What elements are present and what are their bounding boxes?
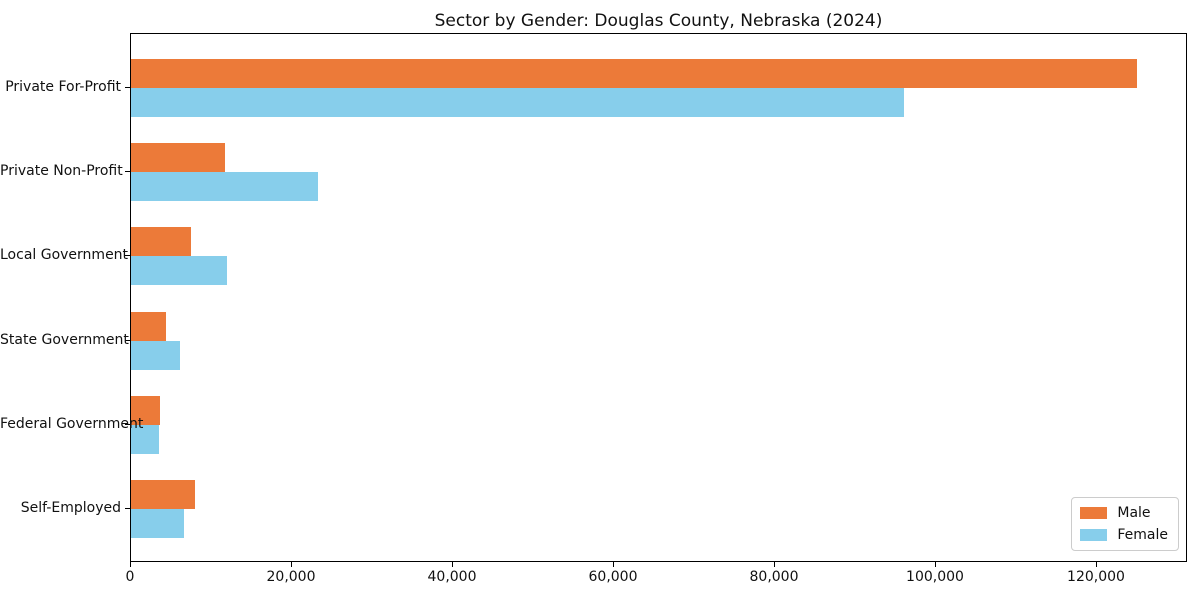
y-tick-label: Private For-Profit [5,79,121,95]
male-color-swatch [1080,507,1108,519]
y-tick-mark [125,87,130,88]
bar-male-4 [131,311,167,341]
x-tick-label: 100,000 [906,569,964,585]
y-tick-mark [125,339,130,341]
bar-male-2 [131,143,226,173]
x-tick-mark [452,562,453,567]
bar-male-1 [131,59,1138,88]
x-tick-mark [130,562,131,567]
bar-female-5 [131,424,160,454]
y-tick-mark [125,171,130,173]
bar-female-3 [131,256,227,286]
legend-label-female: Female [1117,527,1168,543]
bar-male-6 [131,480,195,509]
y-tick-label: Federal Government [0,415,144,432]
x-tick-label: 80,000 [749,569,799,585]
y-tick-mark [125,423,130,425]
y-tick-label: Local Government [0,247,129,264]
y-tick-label: Self-Employed [20,500,121,516]
x-tick-label: 120,000 [1067,569,1125,585]
y-tick-label: State Government [0,331,129,348]
bar-female-2 [131,172,318,202]
x-tick-label: 0 [125,569,135,585]
legend: Male Female [1071,497,1179,551]
x-tick-mark [291,562,292,567]
x-tick-label: 60,000 [588,569,638,585]
female-color-swatch [1080,529,1108,541]
chart-title: Sector by Gender: Douglas County, Nebras… [434,11,883,31]
bar-female-6 [131,509,184,538]
bar-female-4 [131,340,181,370]
y-tick-mark [125,255,130,257]
bar-male-3 [131,227,191,257]
bar-male-5 [131,395,160,425]
x-tick-label: 20,000 [266,569,316,585]
legend-item-female: Female [1080,527,1168,543]
bar-female-1 [131,88,904,117]
x-tick-label: 40,000 [427,569,477,585]
y-tick-mark [125,508,130,509]
x-tick-mark [613,562,614,567]
x-tick-mark [935,562,936,567]
legend-item-male: Male [1080,505,1168,521]
y-tick-label: Private Non-Profit [0,163,123,180]
legend-label-male: Male [1117,505,1151,521]
x-tick-mark [774,562,775,567]
x-tick-mark [1096,562,1097,567]
plot-area: Male Female [130,33,1187,562]
